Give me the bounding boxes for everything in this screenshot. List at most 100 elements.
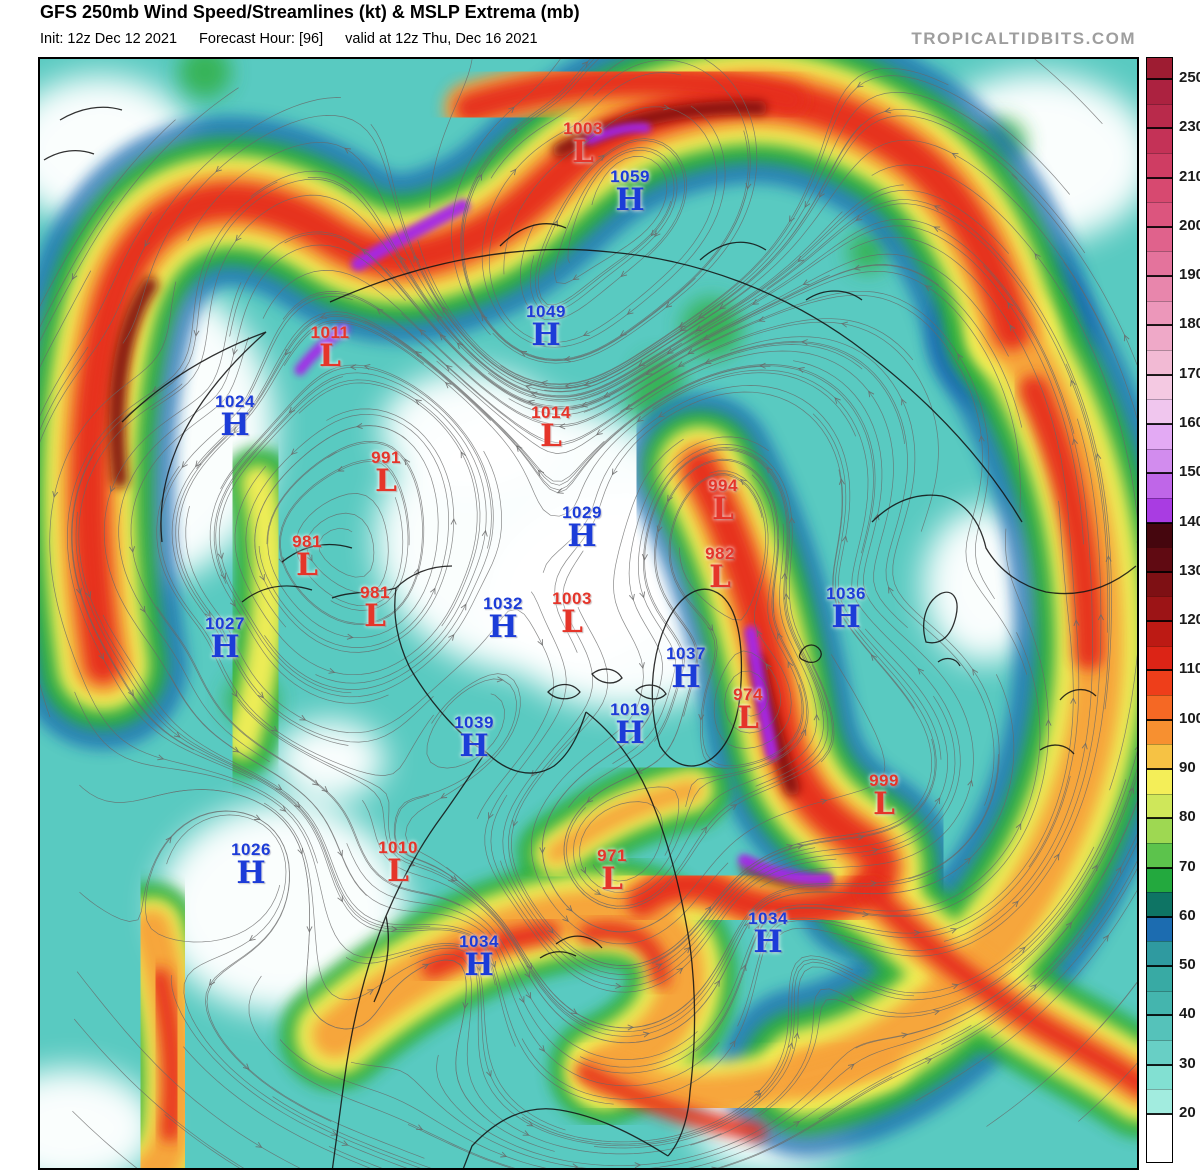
colorbar-tick-label: 210 [1179, 167, 1200, 185]
colorbar-tick-label: 160 [1179, 414, 1200, 431]
colorbar: 250 230 210 200 190 180 170 160 150 140 130 120 110 1… [1146, 57, 1200, 1163]
colorbar-segment [1147, 300, 1172, 326]
site-watermark: TROPICALTIDBITS.COM [911, 29, 1136, 48]
colorbar-tick-label: 50 [1179, 956, 1196, 974]
colorbar-tick-label: 40 [1179, 1005, 1196, 1023]
colorbar-tick [1147, 225, 1172, 228]
init-time: Init: 12z Dec 12 2021 [40, 31, 178, 47]
colorbar-segment [1147, 1039, 1172, 1065]
colorbar-segment [1147, 1064, 1172, 1090]
colorbar-tick [1147, 718, 1172, 721]
colorbar-tick [1147, 620, 1172, 623]
colorbar-tick [1147, 176, 1172, 179]
colorbar-segment [1147, 128, 1172, 153]
colorbar-segment [1147, 842, 1172, 868]
colorbar-tick-label: 140 [1179, 512, 1200, 530]
colorbar-segment [1147, 448, 1172, 474]
colorbar-segment [1147, 399, 1172, 424]
colorbar-tick-label: 70 [1179, 857, 1196, 875]
colorbar-segment [1147, 1015, 1172, 1040]
colorbar-tick-label: 200 [1179, 216, 1200, 234]
colorbar-segment [1147, 423, 1172, 449]
colorbar-tick [1147, 423, 1172, 425]
colorbar-segment [1147, 522, 1172, 548]
colorbar-tick [1147, 768, 1172, 770]
colorbar-segment [1147, 547, 1172, 572]
colorbar-segment [1147, 818, 1172, 843]
colorbar-tick-label: 250 [1179, 69, 1200, 86]
colorbar-tick-label: 80 [1179, 808, 1196, 826]
colorbar-segment [1147, 719, 1172, 745]
colorbar-tick [1147, 965, 1172, 968]
colorbar-segment [1147, 768, 1172, 794]
colorbar-tick [1147, 866, 1172, 869]
colorbar-tick-label: 20 [1179, 1104, 1196, 1121]
valid-time: valid at 12z Thu, Dec 16 2021 [345, 31, 538, 47]
colorbar-segment [1147, 497, 1172, 523]
streamline-arrows [52, 61, 1139, 1170]
colorbar-tick [1147, 817, 1172, 820]
colorbar-segment [1147, 473, 1172, 498]
colorbar-tick [1147, 1063, 1172, 1066]
colorbar-segment [1147, 1113, 1172, 1162]
colorbar-segment [1147, 276, 1172, 301]
colorbar-segment [1147, 571, 1172, 597]
colorbar-tick-label: 100 [1179, 709, 1200, 727]
colorbar-segment [1147, 374, 1172, 400]
colorbar-segment [1147, 251, 1172, 277]
colorbar-tick [1147, 570, 1172, 573]
chart-title: GFS 250mb Wind Speed/Streamlines (kt) & … [40, 2, 580, 22]
colorbar-tick [1147, 78, 1172, 80]
colorbar-segment [1147, 177, 1172, 203]
colorbar-segment [1147, 350, 1172, 375]
colorbar-segment [1147, 793, 1172, 819]
colorbar-tick-label: 110 [1179, 660, 1200, 678]
colorbar-tick [1147, 324, 1172, 327]
colorbar-segment [1147, 892, 1172, 917]
colorbar-tick-label: 30 [1179, 1054, 1196, 1072]
colorbar-tick-label: 230 [1179, 118, 1200, 136]
colorbar-tick [1147, 373, 1172, 376]
colorbar-tick-label: 120 [1179, 611, 1200, 629]
colorbar-segment [1147, 670, 1172, 696]
colorbar-segment [1147, 744, 1172, 769]
coastlines [43, 106, 1137, 1170]
colorbar-segment [1147, 695, 1172, 720]
colorbar-segment [1147, 1089, 1172, 1114]
colorbar-tick [1147, 127, 1172, 130]
colorbar-tick-label: 170 [1179, 364, 1200, 382]
colorbar-segment [1147, 226, 1172, 252]
chart-subtitle: Init: 12z Dec 12 2021 Forecast Hour: [96]… [40, 31, 560, 47]
forecast-hour: Forecast Hour: [96] [199, 31, 324, 47]
colorbar-segment [1147, 916, 1172, 942]
colorbar-tick [1147, 275, 1172, 278]
colorbar-segment [1147, 596, 1172, 622]
colorbar-tick-label: 60 [1179, 906, 1196, 924]
colorbar-segment [1147, 103, 1172, 129]
colorbar-segment [1147, 966, 1172, 991]
colorbar-tick-label: 130 [1179, 561, 1200, 579]
colorbar-segment [1147, 867, 1172, 893]
colorbar-segment [1147, 79, 1172, 104]
colorbar-tick [1147, 915, 1172, 918]
colorbar-segment [1147, 990, 1172, 1016]
colorbar-tick-label: 90 [1179, 759, 1196, 776]
colorbar-tick-label: 190 [1179, 266, 1200, 284]
colorbar-tick-label: 150 [1179, 463, 1200, 481]
colorbar-tick [1147, 669, 1172, 672]
colorbar-segment [1147, 621, 1172, 646]
colorbar-segment [1147, 202, 1172, 227]
colorbar-tick [1147, 521, 1172, 524]
colorbar-gradient [1146, 57, 1173, 1163]
colorbar-tick-label: 180 [1179, 315, 1200, 333]
colorbar-segment [1147, 58, 1172, 79]
colorbar-segment [1147, 152, 1172, 178]
colorbar-tick [1147, 1113, 1172, 1115]
colorbar-segment [1147, 645, 1172, 671]
colorbar-tick [1147, 472, 1172, 475]
colorbar-tick [1147, 1014, 1172, 1017]
colorbar-segment [1147, 325, 1172, 351]
